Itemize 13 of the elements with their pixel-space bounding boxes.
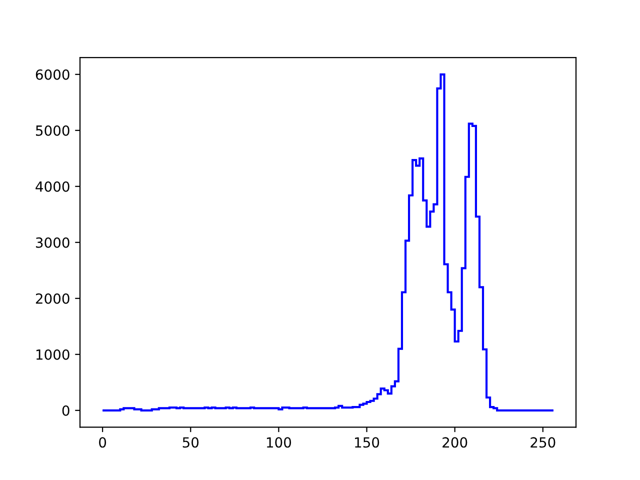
x-tick-label: 150: [355, 437, 380, 448]
y-tick-label: 3000: [36, 237, 70, 248]
y-tick-label: 5000: [36, 125, 70, 136]
x-tick-label: 50: [182, 437, 199, 448]
x-tick-label: 100: [266, 437, 292, 448]
y-tick-label: 1000: [36, 349, 70, 360]
x-tick-label: 0: [99, 437, 106, 448]
y-tick-label: 0: [62, 405, 70, 416]
y-tick-label: 4000: [36, 181, 70, 192]
x-tick-label: 250: [530, 437, 556, 448]
y-tick-label: 2000: [36, 293, 70, 304]
y-tick-label: 6000: [36, 69, 70, 80]
x-tick-label: 200: [442, 437, 468, 448]
